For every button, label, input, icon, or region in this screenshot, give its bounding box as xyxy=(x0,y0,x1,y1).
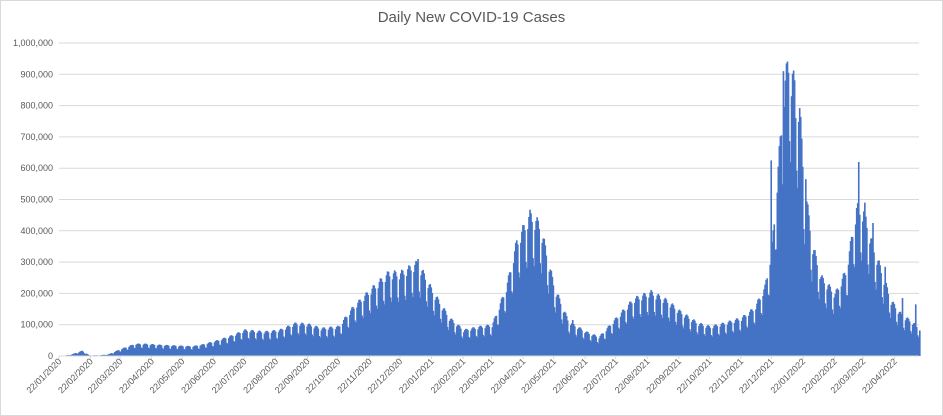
daily-bar xyxy=(919,330,921,356)
y-tick-label: 500,000 xyxy=(20,195,53,205)
y-tick-label: 100,000 xyxy=(20,320,53,330)
y-tick-label: 900,000 xyxy=(20,69,53,79)
y-tick-label: 300,000 xyxy=(20,257,53,267)
y-tick-label: 1,000,000 xyxy=(13,38,53,48)
y-tick-label: 200,000 xyxy=(20,288,53,298)
y-tick-label: 800,000 xyxy=(20,101,53,111)
y-tick-label: 400,000 xyxy=(20,226,53,236)
y-axis-ticks: 0100,000200,000300,000400,000500,000600,… xyxy=(13,38,53,361)
y-tick-label: 600,000 xyxy=(20,163,53,173)
y-tick-label: 700,000 xyxy=(20,132,53,142)
x-axis-ticks: 22/01/202022/02/202022/03/202022/04/2020… xyxy=(24,356,898,395)
